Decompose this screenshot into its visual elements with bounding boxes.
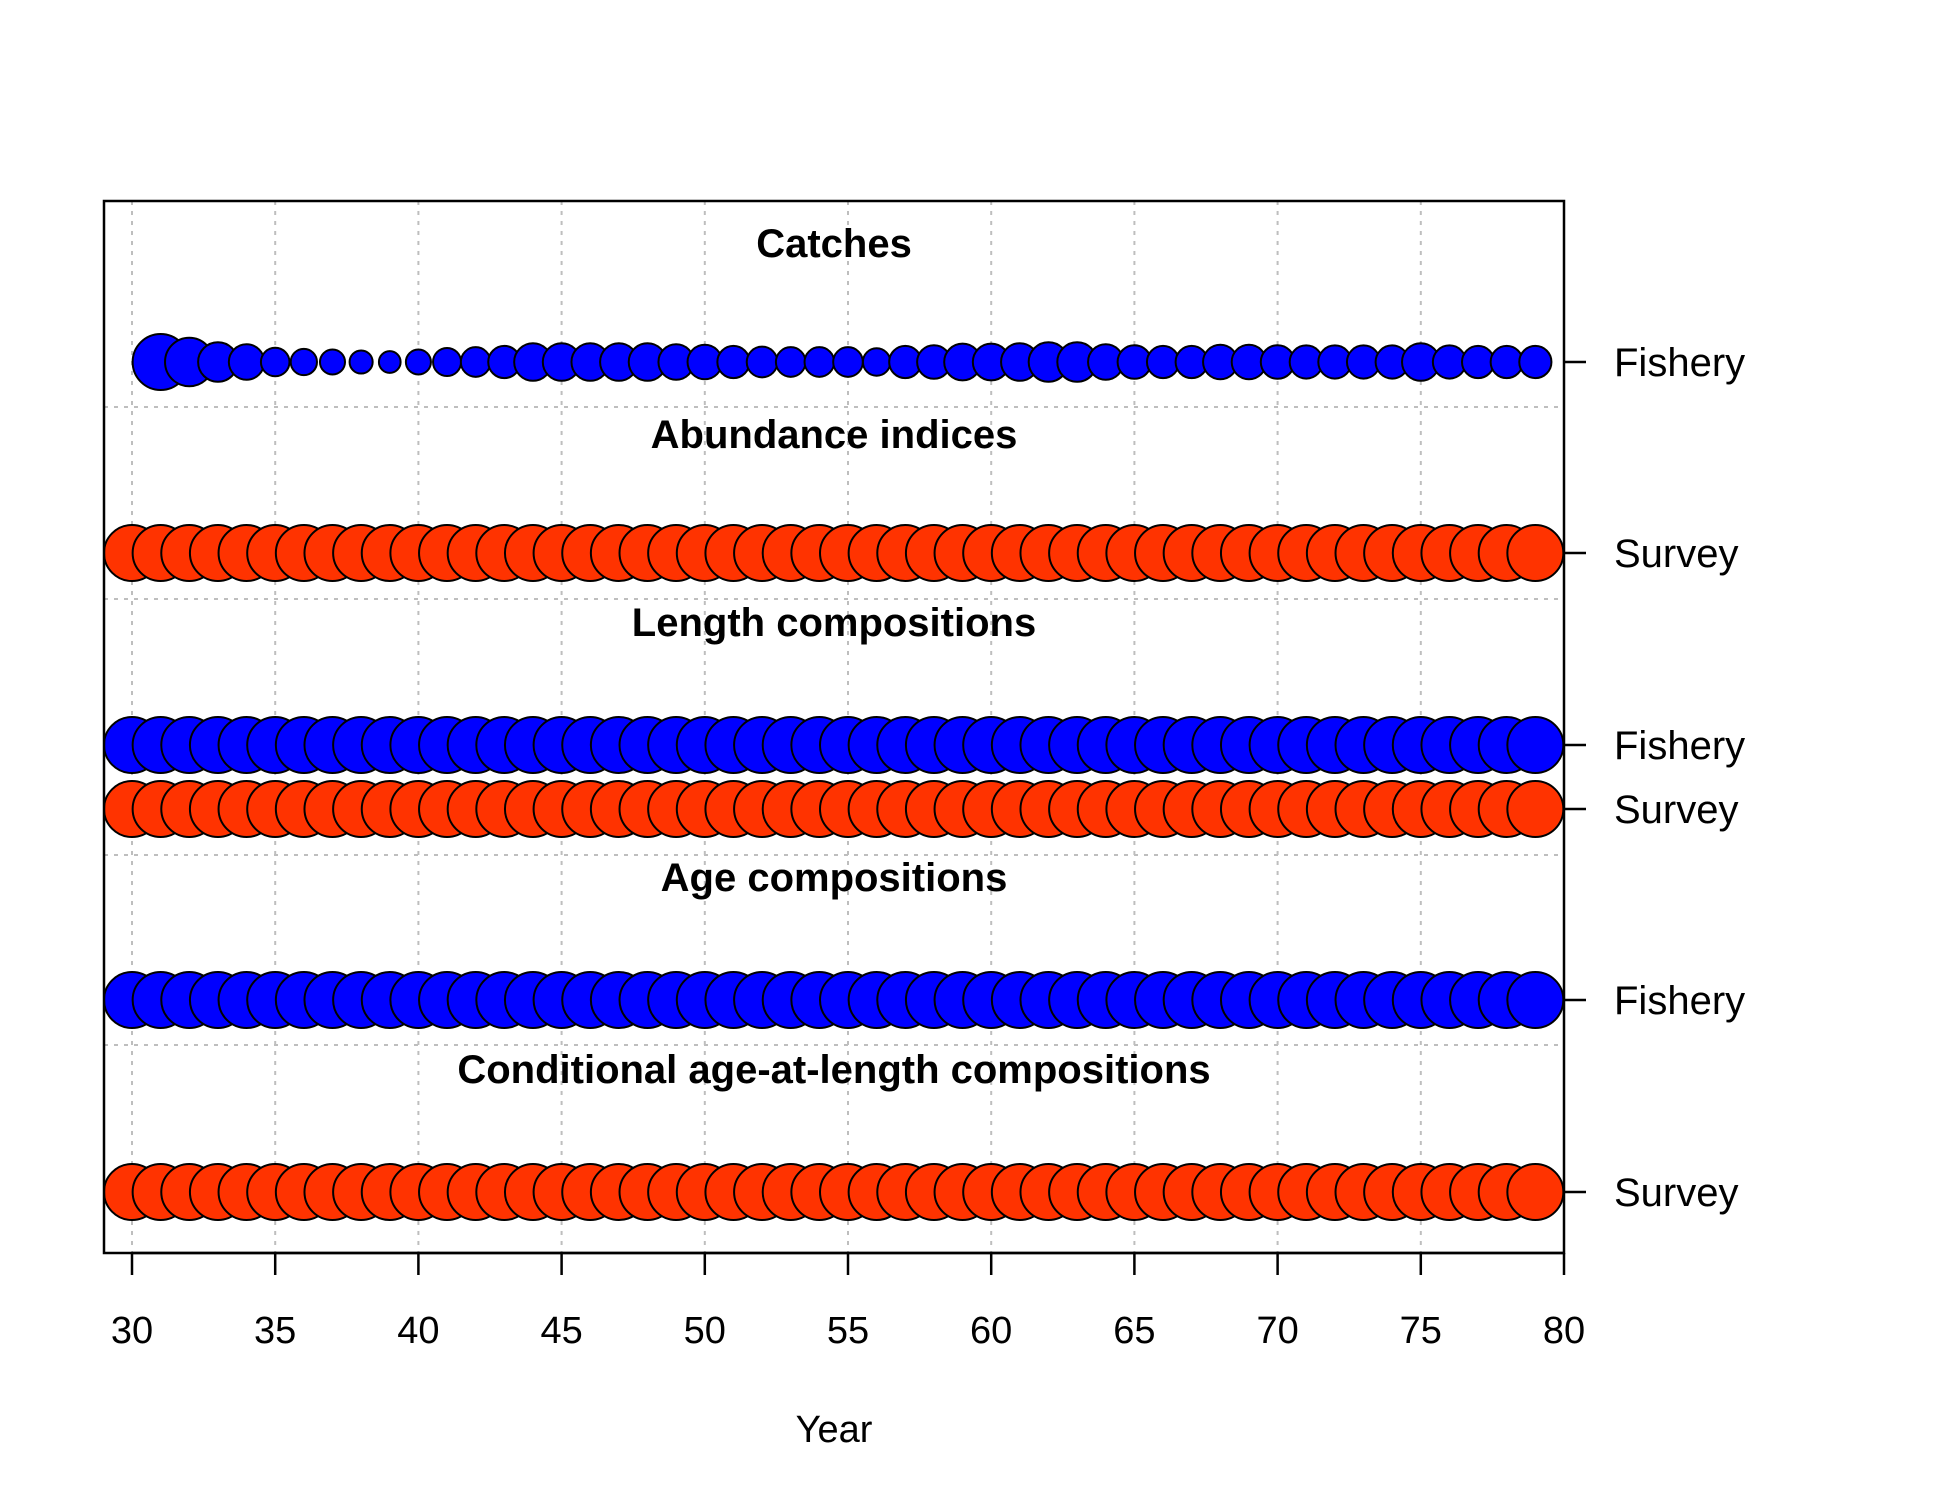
fishery-bubble (289, 347, 318, 377)
section-title: Age compositions (661, 856, 1008, 900)
x-tick-label: 80 (1543, 1310, 1585, 1352)
fishery-bubble (1145, 344, 1181, 380)
grid-lines (104, 201, 1565, 1253)
row-label-survey: Survey (1614, 1171, 1739, 1215)
fishery-bubble (259, 346, 291, 378)
fishery-bubble (404, 348, 432, 376)
fishery-bubble (745, 345, 779, 379)
fishery-bubble (1518, 344, 1553, 380)
fishery-bubble (318, 348, 347, 376)
row-label-survey: Survey (1614, 788, 1739, 832)
x-tick-label: 40 (397, 1310, 439, 1352)
row-label-survey: Survey (1614, 532, 1739, 576)
x-tick-label: 50 (684, 1310, 726, 1352)
fishery-bubble (832, 346, 864, 378)
x-axis: 30 35 40 45 50 55 60 65 70 75 80 (111, 360, 1586, 1352)
fishery-bubble (1506, 971, 1565, 1029)
fishery-bubble (1489, 344, 1524, 380)
section-title: Abundance indices (651, 413, 1018, 457)
fishery-bubble (227, 343, 266, 381)
bubble-layer (103, 333, 1565, 1221)
section-title: Catches (756, 222, 912, 266)
x-tick-label: 65 (1113, 1310, 1155, 1352)
fishery-bubble (1460, 344, 1496, 380)
x-tick-label: 55 (827, 1310, 869, 1352)
x-tick-label: 30 (111, 1310, 153, 1352)
x-axis-title: Year (796, 1409, 873, 1451)
x-tick-label: 75 (1400, 1310, 1442, 1352)
x-tick-label: 60 (970, 1310, 1012, 1352)
fishery-bubble (459, 346, 492, 378)
fishery-bubble (716, 344, 751, 380)
row-label-fishery: Fishery (1614, 724, 1745, 768)
fishery-bubble (432, 347, 463, 377)
survey-bubble (1506, 780, 1565, 838)
fishery-bubble (1506, 716, 1565, 774)
x-tick-label: 45 (540, 1310, 582, 1352)
row-label-fishery: Fishery (1614, 341, 1745, 385)
row-label-fishery: Fishery (1614, 979, 1745, 1023)
x-tick-label: 70 (1256, 1310, 1298, 1352)
survey-bubble (1506, 524, 1565, 582)
fishery-bubble (348, 349, 374, 375)
fishery-bubble (861, 347, 892, 377)
fishery-bubble (377, 350, 402, 374)
section-title: Conditional age-at-length compositions (457, 1048, 1210, 1092)
fishery-bubble (803, 346, 836, 378)
x-tick-label: 35 (254, 1310, 296, 1352)
survey-bubble (1506, 1163, 1565, 1221)
text-layer: Catches Fishery Abundance indices Survey Len… (457, 222, 1745, 1215)
fishery-bubble (774, 346, 807, 378)
section-title: Length compositions (632, 601, 1036, 645)
